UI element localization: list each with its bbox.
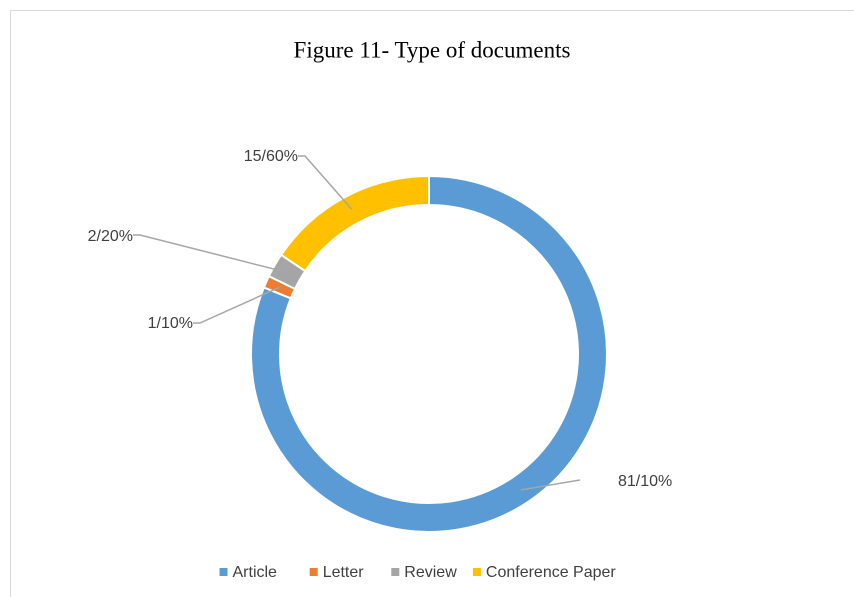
legend-marker [472,568,481,576]
legend-label: Conference Paper [486,564,617,581]
chart-title: Figure 11- Type of documents [294,37,571,62]
legend-marker [391,568,400,576]
leader-line [298,155,353,210]
donut-slice [250,174,608,533]
leader-line [193,286,280,324]
donut-slice [279,174,430,273]
leader-line [520,479,581,491]
legend-label: Article [233,564,278,581]
chart-border [10,10,854,597]
data-label: 2/20% [88,228,133,245]
data-label: 81/10% [618,473,672,490]
legend-marker [309,568,318,576]
legend-label: Review [404,564,457,581]
leader-line [133,234,287,274]
legend-marker [219,568,228,576]
data-label: 1/10% [148,315,193,332]
data-label: 15/60% [244,148,298,165]
legend-label: Letter [323,564,365,581]
